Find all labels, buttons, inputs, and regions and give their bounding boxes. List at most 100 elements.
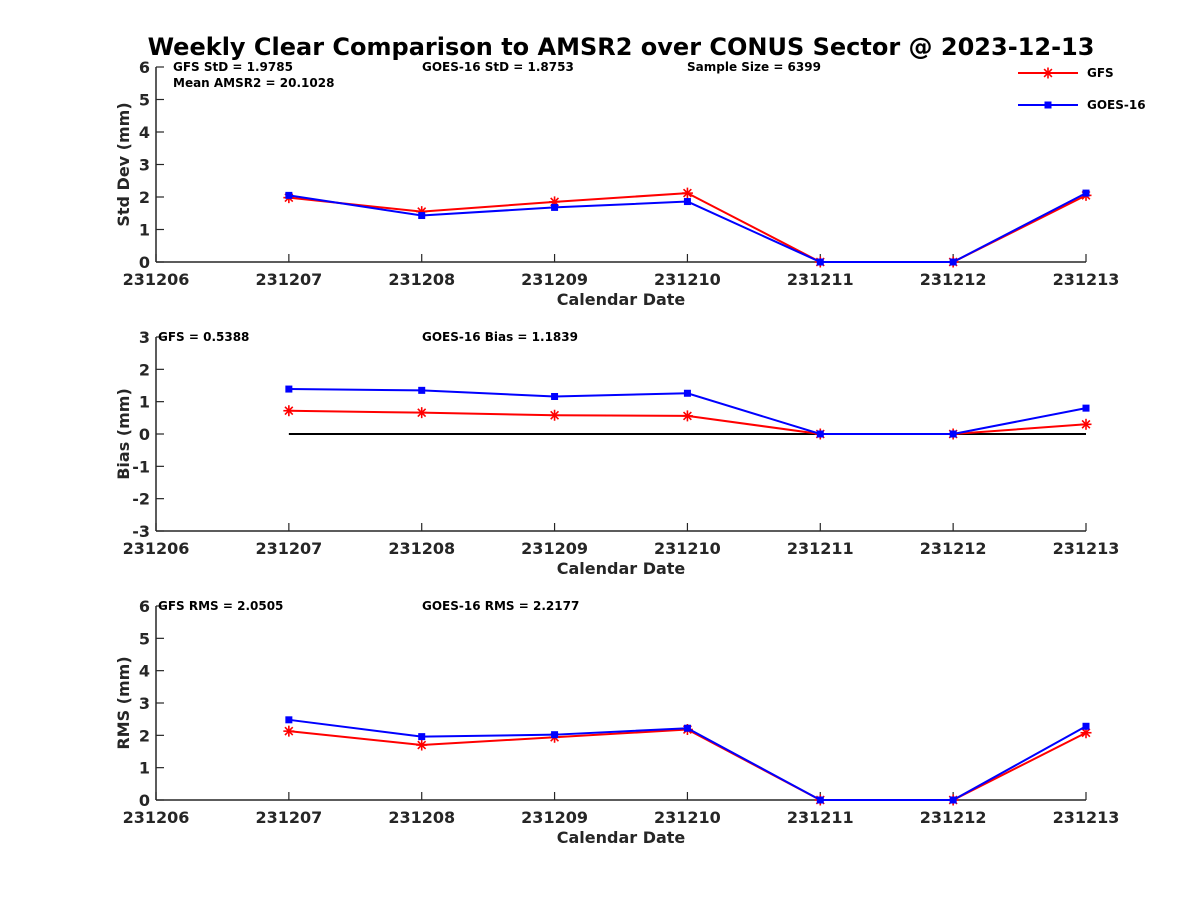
x-tick-label: 231208 xyxy=(388,808,455,827)
data-point-marker xyxy=(285,191,293,199)
stat-annotation: GFS StD = 1.9785 xyxy=(173,60,293,74)
y-tick-label: 3 xyxy=(139,328,150,347)
x-tick-label: 231210 xyxy=(654,808,721,827)
data-point-marker xyxy=(418,212,426,220)
y-axis-label: Std Dev (mm) xyxy=(114,102,133,226)
y-tick-label: 1 xyxy=(139,759,150,778)
data-point-marker xyxy=(285,385,293,393)
data-point-marker xyxy=(551,731,559,739)
x-tick-label: 231209 xyxy=(521,539,588,558)
data-point-marker xyxy=(949,796,957,804)
data-point-marker xyxy=(681,187,693,199)
x-tick-label: 231212 xyxy=(920,539,987,558)
series-goes-16 xyxy=(285,189,1090,266)
x-axis-label: Calendar Date xyxy=(557,559,686,578)
y-tick-label: 6 xyxy=(139,597,150,616)
legend-label: GOES-16 xyxy=(1087,98,1146,112)
y-tick-label: -1 xyxy=(132,457,150,476)
y-tick-label: 1 xyxy=(139,393,150,412)
x-tick-label: 231210 xyxy=(654,539,721,558)
x-tick-label: 231211 xyxy=(787,539,854,558)
y-axis-label: Bias (mm) xyxy=(114,388,133,480)
y-axis-label: RMS (mm) xyxy=(114,656,133,749)
data-point-marker xyxy=(1082,722,1090,730)
legend: GFS GOES-16 xyxy=(1018,66,1146,112)
x-tick-label: 231209 xyxy=(521,270,588,289)
data-point-marker xyxy=(416,407,428,419)
series-goes-16 xyxy=(285,716,1090,804)
x-tick-label: 231213 xyxy=(1053,539,1120,558)
chart-panel-2: -3 -2 -1 0 1 2 3 231206 231207 231208 231209 231210… xyxy=(114,328,1119,578)
y-tick-label: 3 xyxy=(139,694,150,713)
chart-title: Weekly Clear Comparison to AMSR2 over CO… xyxy=(148,33,1095,61)
data-point-marker xyxy=(418,733,426,741)
y-tick-label: 0 xyxy=(139,425,150,444)
legend-item-gfs: GFS xyxy=(1018,66,1114,80)
x-axis-label: Calendar Date xyxy=(557,290,686,309)
data-point-marker xyxy=(683,389,691,397)
stat-annotation: GOES-16 Bias = 1.1839 xyxy=(422,330,578,344)
x-tick-label: 231206 xyxy=(123,270,190,289)
stat-annotation: GOES-16 RMS = 2.2177 xyxy=(422,599,579,613)
x-tick-label: 231206 xyxy=(123,808,190,827)
stat-annotation: GFS = 0.5388 xyxy=(158,330,249,344)
y-tick-label: 6 xyxy=(139,58,150,77)
data-point-marker xyxy=(1082,189,1090,197)
stat-annotation: GOES-16 StD = 1.8753 xyxy=(422,60,574,74)
y-tick-label: 4 xyxy=(139,662,150,681)
y-tick-label: 4 xyxy=(139,123,150,142)
legend-item-goes-16: GOES-16 xyxy=(1018,98,1146,112)
data-point-marker xyxy=(416,739,428,751)
y-tick-label: 0 xyxy=(139,253,150,272)
data-point-marker xyxy=(681,410,693,422)
x-tick-label: 231212 xyxy=(920,270,987,289)
x-tick-label: 231208 xyxy=(388,270,455,289)
x-tick-label: 231207 xyxy=(255,539,322,558)
x-tick-label: 231207 xyxy=(255,808,322,827)
data-point-marker xyxy=(949,258,957,266)
y-tick-label: 2 xyxy=(139,360,150,379)
y-tick-label: 5 xyxy=(139,629,150,648)
x-tick-label: 231208 xyxy=(388,539,455,558)
stat-annotation: GFS RMS = 2.0505 xyxy=(158,599,283,613)
x-tick-label: 231213 xyxy=(1053,270,1120,289)
stat-annotation: Sample Size = 6399 xyxy=(687,60,821,74)
data-point-marker xyxy=(816,430,824,438)
data-point-marker xyxy=(551,203,559,211)
data-point-marker xyxy=(816,258,824,266)
data-point-marker xyxy=(816,796,824,804)
data-point-marker xyxy=(1044,101,1052,109)
x-tick-label: 231210 xyxy=(654,270,721,289)
data-point-marker xyxy=(1082,404,1090,412)
chart-panel-3: 0 1 2 3 4 5 6 231206 231207 231208 231209 231210 231… xyxy=(114,597,1119,847)
x-tick-label: 231211 xyxy=(787,808,854,827)
x-tick-label: 231209 xyxy=(521,808,588,827)
data-point-marker xyxy=(683,724,691,732)
x-tick-label: 231212 xyxy=(920,808,987,827)
series-goes-16 xyxy=(285,385,1090,438)
legend-label: GFS xyxy=(1087,66,1114,80)
data-point-marker xyxy=(283,405,295,417)
data-point-marker xyxy=(949,430,957,438)
data-point-marker xyxy=(1080,418,1092,430)
y-tick-label: 3 xyxy=(139,156,150,175)
data-point-marker xyxy=(285,716,293,724)
series-line xyxy=(288,728,1087,801)
x-tick-label: 231211 xyxy=(787,270,854,289)
x-axis-label: Calendar Date xyxy=(557,828,686,847)
x-tick-label: 231206 xyxy=(123,539,190,558)
y-tick-label: -2 xyxy=(132,490,150,509)
data-point-marker xyxy=(1042,67,1054,79)
data-point-marker xyxy=(551,392,559,400)
y-tick-label: 0 xyxy=(139,791,150,810)
stat-annotation: Mean AMSR2 = 20.1028 xyxy=(173,76,334,90)
y-tick-label: 2 xyxy=(139,726,150,745)
data-point-marker xyxy=(283,725,295,737)
x-tick-label: 231207 xyxy=(255,270,322,289)
y-tick-label: 2 xyxy=(139,188,150,207)
data-point-marker xyxy=(549,409,561,421)
y-tick-label: 1 xyxy=(139,221,150,240)
chart-panel-1: 0 1 2 3 4 5 6 231206 231207 231208 231209 231210 231… xyxy=(114,58,1119,309)
